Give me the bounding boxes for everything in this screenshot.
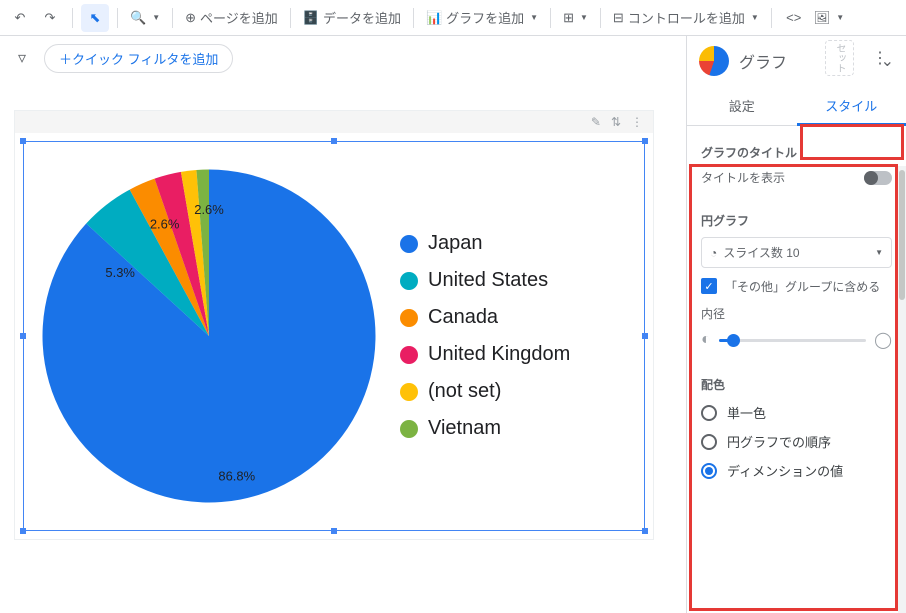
legend-dot [400,235,418,253]
legend-label: Japan [428,232,483,255]
add-data-button[interactable]: 🗄️ データを追加 [299,4,405,32]
toolbar: ↶ ↷ ⬉ 🔍▼ ⊕ ページを追加 🗄️ データを追加 📊 グラフを追加 ▼ ⊞… [0,0,906,36]
canvas[interactable]: ✎ ⇅ ⋮ 86.8% 5.3% 2.6% 2.6% Japan United Stat… [0,80,686,613]
svg-text:2.6%: 2.6% [150,217,180,232]
undo-button[interactable]: ↶ [6,4,34,32]
legend-item: (not set) [400,380,570,403]
show-title-label: タイトルを表示 [701,169,785,186]
add-page-label: ページを追加 [200,8,278,27]
add-chart-icon: 📊 [426,10,442,26]
group-other-checkbox[interactable]: ✓ [701,278,717,294]
redo-button[interactable]: ↷ [36,4,64,32]
filter-icon[interactable]: ▿ [10,48,34,68]
slice-count-label: スライス数 10 [723,244,799,261]
tab-setup[interactable]: 設定 [687,86,797,125]
donut-max-icon: ◯ [874,330,892,350]
add-chart-label: グラフを追加 [446,8,524,27]
legend-label: (not set) [428,380,501,403]
legend-item: United Kingdom [400,343,570,366]
properties-panel: グラフ ⌄ 設定 スタイル グラフのタイトル タイトルを表示 円グラフ ◔ スラ… [686,36,906,613]
inner-radius-slider[interactable] [719,339,866,342]
add-control-label: コントロールを追加 [628,8,745,27]
legend-item: Vietnam [400,417,570,440]
section-title: グラフのタイトル [701,144,892,161]
radio-order[interactable]: 円グラフでの順序 [701,432,892,451]
radio-dimension[interactable]: ディメンションの値 [701,461,892,480]
donut-min-icon: ◐ [701,331,711,349]
quick-filter-button[interactable]: ＋クイック フィルタを追加 [44,44,233,73]
zoom-tool[interactable]: 🔍▼ [126,4,164,32]
legend-label: United Kingdom [428,343,570,366]
add-page-icon: ⊕ [185,10,196,26]
show-title-toggle[interactable] [864,171,892,185]
main-area: ✎ ⇅ ⋮ 86.8% 5.3% 2.6% 2.6% Japan United Stat… [0,80,906,613]
panel-title: グラフ [739,49,871,73]
section-color: 配色 [701,376,892,393]
chevron-down-icon[interactable]: ⌄ [881,51,894,71]
edit-icon[interactable]: ✎ [591,115,601,129]
add-data-label: データを追加 [323,8,401,27]
legend-item: Canada [400,306,570,329]
chart-more-icon[interactable]: ⋮ [631,115,643,129]
svg-text:2.6%: 2.6% [194,202,224,217]
panel-body: グラフのタイトル タイトルを表示 円グラフ ◔ スライス数 10 ▼ ✓ 「その… [687,126,906,613]
svg-text:86.8%: 86.8% [218,468,255,483]
panel-scrollbar[interactable] [898,166,906,613]
select-tool[interactable]: ⬉ [81,4,109,32]
image-button[interactable]: 🖼▼ [810,4,848,32]
pie-small-icon: ◔ [710,246,717,260]
legend: Japan United States Canada United Kingdom (n… [394,232,570,440]
add-chart-button[interactable]: 📊 グラフを追加 ▼ [422,4,542,32]
legend-item: Japan [400,232,570,255]
legend-item: United States [400,269,570,292]
legend-dot [400,272,418,290]
chart-card[interactable]: ✎ ⇅ ⋮ 86.8% 5.3% 2.6% 2.6% Japan United Stat… [14,110,654,540]
add-data-icon: 🗄️ [303,10,319,26]
legend-dot [400,383,418,401]
filter-chart-icon[interactable]: ⇅ [611,115,621,129]
tab-style[interactable]: スタイル [797,86,906,125]
group-other-label: 「その他」グループに含める [725,278,880,295]
add-page-button[interactable]: ⊕ ページを追加 [181,4,282,32]
chart-header: ✎ ⇅ ⋮ [15,111,653,133]
legend-label: Canada [428,306,498,329]
legend-dot [400,346,418,364]
radio-single[interactable]: 単一色 [701,403,892,422]
legend-label: Vietnam [428,417,501,440]
legend-dot [400,420,418,438]
chart-selection[interactable]: 86.8% 5.3% 2.6% 2.6% Japan United States Cana… [23,141,645,531]
svg-text:5.3%: 5.3% [105,265,135,280]
add-control-button[interactable]: ⊟ コントロールを追加 ▼ [609,4,763,32]
slice-count-select[interactable]: ◔ スライス数 10 ▼ [701,237,892,268]
legend-label: United States [428,269,548,292]
inner-radius-label: 内径 [701,305,892,322]
community-button[interactable]: ⊞▼ [559,4,592,32]
embed-button[interactable]: <> [780,4,808,32]
pie-chart: 86.8% 5.3% 2.6% 2.6% [24,151,394,521]
chart-type-icon[interactable] [699,46,729,76]
legend-dot [400,309,418,327]
section-pie: 円グラフ [701,212,892,229]
add-control-icon: ⊟ [613,10,624,26]
